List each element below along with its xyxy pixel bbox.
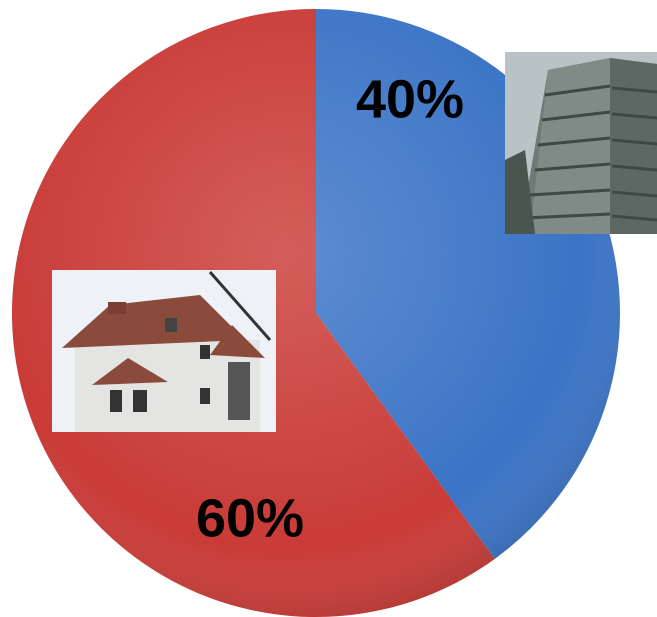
value-label: 40% [356, 69, 464, 129]
value-label: 60% [196, 488, 304, 548]
house-photo [52, 270, 276, 432]
chart: 40% 60% [0, 0, 657, 617]
page: {"chart_data": {"type": "pie", "values":… [0, 0, 657, 617]
tower-photo [505, 52, 657, 234]
